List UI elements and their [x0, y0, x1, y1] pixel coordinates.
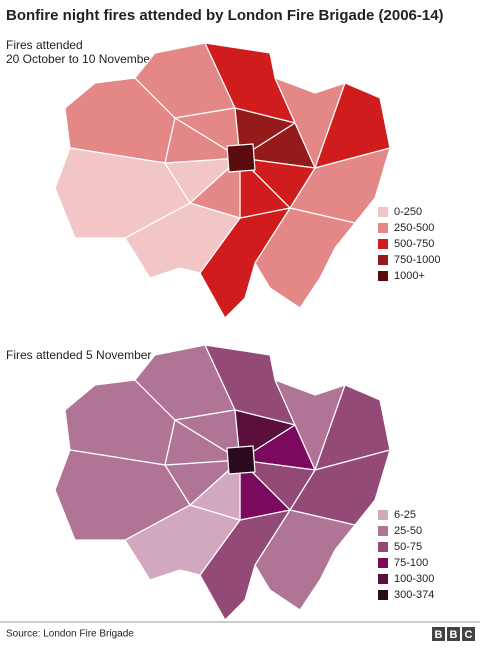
borough [164, 419, 241, 466]
legend-swatch [378, 558, 388, 568]
logo-box [462, 627, 475, 641]
borough [226, 143, 256, 173]
legend-swatch [378, 574, 388, 584]
title: Bonfire night fires attended by London F… [6, 7, 444, 24]
legend-label: 0-250 [394, 206, 422, 218]
legend-label: 500-750 [394, 238, 434, 250]
map-subtitle: Fires attended [6, 38, 83, 52]
logo-box [432, 627, 445, 641]
source: Source: London Fire Brigade [6, 629, 134, 640]
logo-letter: B [435, 629, 443, 641]
logo-box [447, 627, 460, 641]
legend-swatch [378, 207, 388, 217]
map [54, 344, 391, 621]
legend-label: 1000+ [394, 270, 425, 282]
legend-swatch [378, 271, 388, 281]
map [54, 42, 391, 319]
logo-letter: C [465, 629, 473, 641]
logo-letter: B [450, 629, 458, 641]
map-subtitle: Fires attended 5 November [6, 348, 151, 362]
borough [226, 445, 256, 475]
legend-swatch [378, 590, 388, 600]
legend-label: 75-100 [394, 557, 428, 569]
legend-label: 50-75 [394, 541, 422, 553]
legend-swatch [378, 510, 388, 520]
legend-swatch [378, 223, 388, 233]
legend-label: 750-1000 [394, 254, 441, 266]
legend-swatch [378, 255, 388, 265]
map-subtitle: 20 October to 10 November [6, 52, 154, 66]
legend-label: 6-25 [394, 509, 416, 521]
legend-label: 25-50 [394, 525, 422, 537]
legend-label: 250-500 [394, 222, 434, 234]
legend-swatch [378, 239, 388, 249]
borough [164, 117, 241, 164]
legend-label: 100-300 [394, 573, 434, 585]
legend-label: 300-374 [394, 589, 434, 601]
legend-swatch [378, 526, 388, 536]
legend-swatch [378, 542, 388, 552]
